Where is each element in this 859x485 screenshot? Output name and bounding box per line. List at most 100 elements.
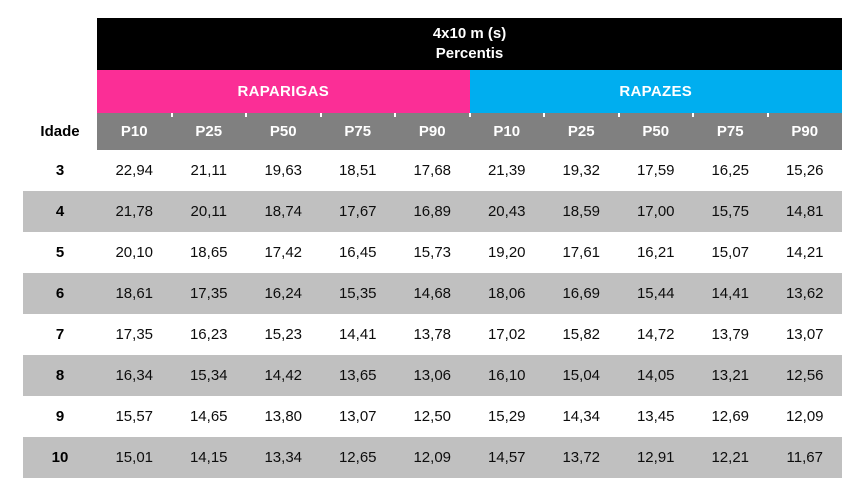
value-cell: 16,25 bbox=[711, 162, 750, 179]
percentile-header-row: P10 P25 P50 P75 P90 P10 P25 P50 P75 P90 bbox=[97, 113, 842, 150]
value-cell: 17,68 bbox=[413, 162, 452, 179]
value-cell: 12,65 bbox=[338, 449, 377, 466]
value-cell: 15,01 bbox=[115, 449, 154, 466]
percentile-header-cell: P10 bbox=[468, 113, 545, 150]
table-row: 5 20,10 18,65 17,42 16,45 15,73 19,20 17,61 16,2… bbox=[23, 232, 842, 273]
age-cell: 10 bbox=[51, 449, 69, 466]
value-cell: 19,20 bbox=[487, 244, 526, 261]
value-cell: 15,73 bbox=[413, 244, 452, 261]
value-cell: 20,11 bbox=[190, 203, 227, 220]
value-cell: 15,26 bbox=[785, 162, 824, 179]
value-cell: 14,65 bbox=[189, 408, 228, 425]
group-header-rapazes: RAPAZES bbox=[469, 70, 842, 113]
value-cell: 17,61 bbox=[562, 244, 601, 261]
age-column-header: Idade bbox=[40, 123, 80, 140]
value-cell: 11,67 bbox=[786, 449, 823, 466]
value-cell: 16,21 bbox=[636, 244, 675, 261]
value-cell: 16,34 bbox=[115, 367, 154, 384]
percentile-header-cell: P25 bbox=[170, 113, 247, 150]
table-subtitle: Percentis bbox=[435, 45, 504, 62]
value-cell: 13,72 bbox=[562, 449, 601, 466]
value-cell: 17,59 bbox=[636, 162, 675, 179]
value-cell: 17,00 bbox=[636, 203, 675, 220]
value-cell: 21,39 bbox=[487, 162, 526, 179]
age-cell: 4 bbox=[55, 203, 65, 220]
percentile-header-cell: P90 bbox=[394, 113, 470, 150]
value-cell: 18,51 bbox=[338, 162, 377, 179]
value-cell: 20,10 bbox=[115, 244, 154, 261]
value-cell: 18,74 bbox=[264, 203, 303, 220]
percentile-header-cell: P50 bbox=[245, 113, 321, 150]
value-cell: 13,62 bbox=[785, 285, 824, 302]
value-cell: 13,07 bbox=[785, 326, 824, 343]
value-cell: 14,21 bbox=[785, 244, 824, 261]
value-cell: 21,78 bbox=[115, 203, 154, 220]
percentile-header-cell: P75 bbox=[692, 113, 768, 150]
value-cell: 19,63 bbox=[264, 162, 303, 179]
value-cell: 21,11 bbox=[190, 162, 227, 179]
percentile-header-cell: P90 bbox=[766, 113, 843, 150]
table-title: 4x10 m (s) bbox=[432, 25, 507, 42]
value-cell: 17,67 bbox=[338, 203, 377, 220]
table-row: 6 18,61 17,35 16,24 15,35 14,68 18,06 16,69 15,4… bbox=[23, 273, 842, 314]
value-cell: 15,82 bbox=[562, 326, 601, 343]
table-row: 9 15,57 14,65 13,80 13,07 12,50 15,29 14,34 13,4… bbox=[23, 396, 842, 437]
value-cell: 15,44 bbox=[636, 285, 675, 302]
group-header-raparigas: RAPARIGAS bbox=[97, 70, 470, 113]
value-cell: 13,78 bbox=[413, 326, 452, 343]
value-cell: 13,06 bbox=[413, 367, 452, 384]
value-cell: 18,06 bbox=[487, 285, 526, 302]
value-cell: 15,23 bbox=[264, 326, 303, 343]
value-cell: 19,32 bbox=[562, 162, 601, 179]
table-row: 7 17,35 16,23 15,23 14,41 13,78 17,02 15,82 14,7… bbox=[23, 314, 842, 355]
value-cell: 14,34 bbox=[562, 408, 601, 425]
value-cell: 18,59 bbox=[562, 203, 601, 220]
age-cell: 9 bbox=[55, 408, 65, 425]
table-row: 8 16,34 15,34 14,42 13,65 13,06 16,10 15,04 14,0… bbox=[23, 355, 842, 396]
value-cell: 12,91 bbox=[636, 449, 675, 466]
value-cell: 14,81 bbox=[785, 203, 824, 220]
value-cell: 13,45 bbox=[636, 408, 675, 425]
value-cell: 16,45 bbox=[338, 244, 377, 261]
age-cell: 7 bbox=[55, 326, 65, 343]
value-cell: 17,35 bbox=[189, 285, 228, 302]
group-label-rapazes: RAPAZES bbox=[619, 83, 693, 100]
value-cell: 12,21 bbox=[711, 449, 750, 466]
percentile-header-cell: P25 bbox=[543, 113, 619, 150]
value-cell: 18,61 bbox=[115, 285, 154, 302]
value-cell: 15,34 bbox=[189, 367, 228, 384]
value-cell: 16,89 bbox=[413, 203, 452, 220]
value-cell: 13,07 bbox=[338, 408, 377, 425]
value-cell: 15,75 bbox=[711, 203, 750, 220]
value-cell: 13,79 bbox=[711, 326, 750, 343]
table-title-block: 4x10 m (s) Percentis bbox=[97, 18, 842, 70]
value-cell: 22,94 bbox=[115, 162, 154, 179]
value-cell: 17,42 bbox=[264, 244, 303, 261]
group-label-raparigas: RAPARIGAS bbox=[237, 83, 330, 100]
value-cell: 16,24 bbox=[264, 285, 303, 302]
value-cell: 14,41 bbox=[711, 285, 750, 302]
age-cell: 5 bbox=[55, 244, 65, 261]
value-cell: 18,65 bbox=[189, 244, 228, 261]
age-cell: 3 bbox=[55, 162, 65, 179]
value-cell: 14,15 bbox=[189, 449, 228, 466]
value-cell: 14,42 bbox=[264, 367, 303, 384]
value-cell: 15,35 bbox=[338, 285, 377, 302]
value-cell: 14,05 bbox=[636, 367, 675, 384]
age-cell: 6 bbox=[55, 285, 65, 302]
value-cell: 17,02 bbox=[487, 326, 526, 343]
value-cell: 13,80 bbox=[264, 408, 303, 425]
value-cell: 13,65 bbox=[338, 367, 377, 384]
value-cell: 12,56 bbox=[785, 367, 824, 384]
value-cell: 17,35 bbox=[115, 326, 154, 343]
value-cell: 16,69 bbox=[562, 285, 601, 302]
value-cell: 14,57 bbox=[487, 449, 526, 466]
age-cell: 8 bbox=[55, 367, 65, 384]
value-cell: 13,21 bbox=[711, 367, 750, 384]
value-cell: 20,43 bbox=[487, 203, 526, 220]
value-cell: 14,41 bbox=[338, 326, 377, 343]
table-body: 3 22,94 21,11 19,63 18,51 17,68 21,39 19,32 17,5… bbox=[23, 150, 842, 478]
value-cell: 15,57 bbox=[115, 408, 154, 425]
value-cell: 12,69 bbox=[711, 408, 750, 425]
